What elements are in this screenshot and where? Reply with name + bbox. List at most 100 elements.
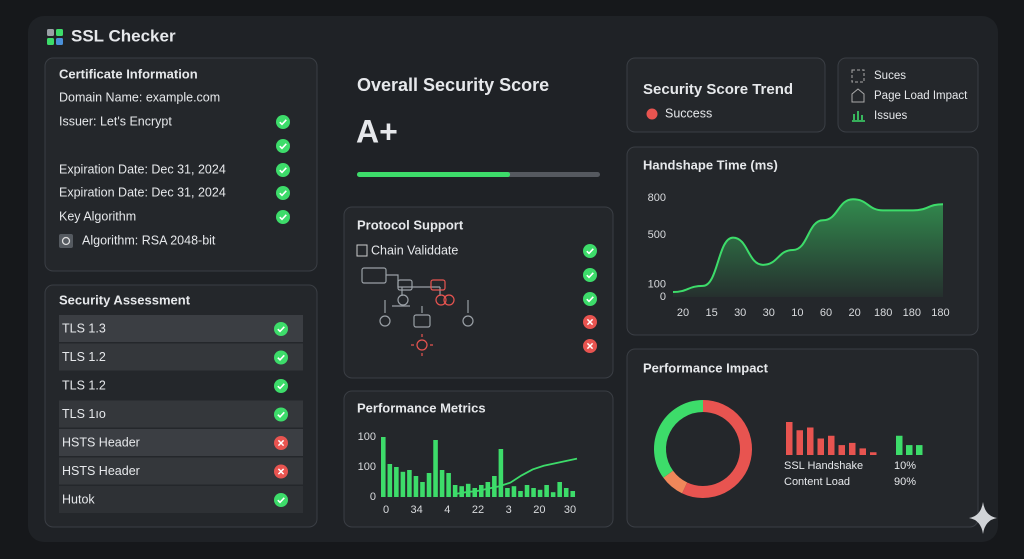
bar	[381, 437, 386, 497]
cert-row: Key Algorithm	[59, 209, 136, 223]
check-icon	[273, 349, 289, 366]
chain-diagram	[361, 267, 474, 356]
y-label: 0	[370, 491, 376, 503]
x-tick-label: 180	[903, 307, 921, 319]
y-tick-label: 100	[648, 279, 666, 291]
x-label: 34	[411, 504, 423, 516]
cert-row: Issuer: Let's Encrypt	[59, 114, 172, 128]
bar	[387, 464, 393, 497]
y-label: 100	[358, 431, 376, 443]
row-band	[59, 372, 303, 399]
bar	[531, 488, 536, 497]
x-tick-label: 20	[677, 307, 689, 319]
x-tick-label: 30	[734, 307, 746, 319]
check-icon	[273, 378, 289, 394]
bar	[807, 427, 814, 455]
x-tick-label: 15	[705, 307, 717, 319]
certificate-card	[44, 57, 318, 272]
bar	[465, 483, 471, 497]
bar	[906, 445, 913, 455]
fail-icon	[582, 338, 598, 354]
app-title: SSL Checker	[71, 26, 176, 45]
bar	[420, 482, 425, 497]
x-tick-label: 180	[874, 307, 892, 319]
check-icon	[275, 209, 291, 225]
check-icon	[275, 114, 291, 130]
donut-segment	[654, 400, 704, 478]
y-tick-label: 0	[660, 291, 666, 303]
bar	[472, 488, 478, 497]
legend-item: Page Load Impact	[874, 90, 968, 102]
impact-label: SSL Handshake	[784, 460, 863, 472]
donut-segment	[663, 470, 688, 494]
card-title: Handshape Time (ms)	[643, 157, 778, 172]
assessment-row: HSTS Header	[62, 435, 140, 449]
sparkle-icon	[969, 502, 997, 534]
bar	[452, 485, 458, 497]
check-icon	[582, 291, 598, 307]
key-icon	[59, 234, 73, 248]
trend-card	[626, 57, 826, 133]
line	[672, 198, 944, 294]
card-title: Certificate Information	[59, 66, 198, 81]
assessment-row: TLS 1.2	[62, 378, 106, 392]
row-band	[59, 429, 303, 456]
x-label: 4	[444, 504, 450, 516]
line-area	[673, 199, 943, 297]
cert-row: Expiration Date: Dec 31, 2024	[59, 162, 226, 176]
x-tick-label: 20	[848, 307, 860, 319]
y-tick-label: 500	[648, 229, 666, 241]
bar	[413, 476, 419, 497]
bar	[439, 470, 445, 497]
impact-value: 10%	[894, 460, 916, 472]
bar	[518, 491, 523, 497]
bar	[916, 445, 923, 455]
bar	[394, 467, 399, 497]
metrics-chart: 100 100 00 34 4 22 3 20 30	[358, 431, 578, 516]
progress-bar	[357, 172, 511, 177]
check-icon	[275, 138, 291, 154]
y-tick-label: 800	[648, 192, 666, 204]
bar	[446, 473, 451, 497]
card-title: Security Score Trend	[643, 81, 793, 98]
fail-icon	[273, 435, 289, 451]
legend-item: Issues	[874, 110, 907, 122]
legend-icon	[851, 69, 865, 83]
doc-icon	[356, 244, 368, 257]
x-label: 20	[533, 504, 545, 516]
legend-label: Success	[665, 106, 712, 120]
bar	[459, 486, 464, 497]
assessment-row: TLS 1.3	[62, 321, 106, 335]
card-title: Performance Impact	[643, 360, 769, 375]
assessment-rows: TLS 1.3 TLS 1.2 TLS 1.2 TLS 1ıo HSTS Header H…	[59, 315, 303, 513]
x-label: 3	[506, 504, 512, 516]
bar	[796, 430, 803, 455]
bar	[786, 422, 793, 455]
impact-value: 90%	[894, 476, 916, 488]
x-tick-label: 30	[763, 307, 775, 319]
score-title: Overall Security Score	[357, 75, 549, 95]
x-tick-label: 10	[791, 307, 803, 319]
impact-label: Content Load	[784, 476, 850, 488]
bar	[433, 440, 438, 497]
legend-item: Suces	[874, 70, 906, 82]
protocol-card	[343, 206, 614, 379]
x-label: 22	[472, 504, 484, 516]
impact-chart	[654, 400, 923, 498]
bar	[849, 442, 856, 455]
row-band	[59, 343, 303, 371]
card-title: Performance Metrics	[357, 400, 486, 415]
legend-icon	[851, 88, 865, 103]
check-icon	[582, 267, 598, 283]
bar	[570, 491, 576, 497]
check-icon	[275, 162, 291, 178]
bar	[870, 452, 877, 455]
cert-row: Expiration Date: Dec 31, 2024	[59, 185, 226, 199]
bar	[896, 435, 903, 455]
legend-icon	[852, 111, 865, 122]
cert-row: Domain Name: example.com	[59, 90, 220, 104]
score-grade: A+	[356, 113, 398, 149]
check-icon	[275, 185, 291, 201]
